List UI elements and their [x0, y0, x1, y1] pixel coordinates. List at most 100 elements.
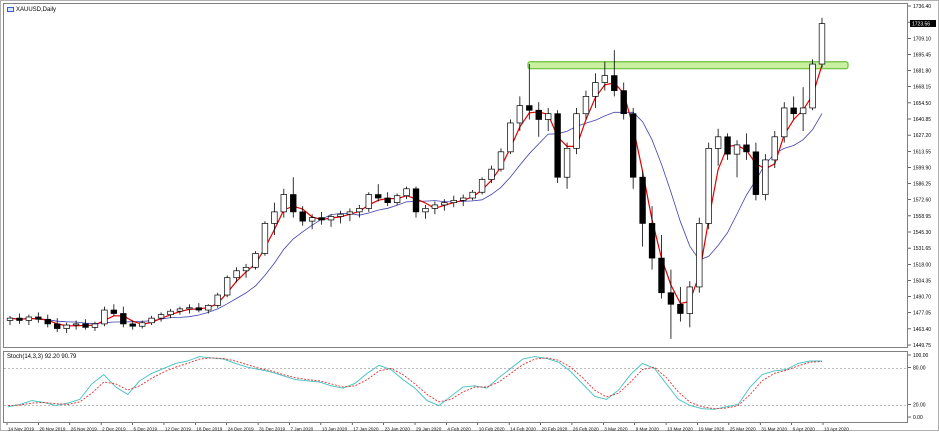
- candle-body: [176, 308, 184, 312]
- price-tick-label: 1640.85: [913, 117, 931, 123]
- candle: [44, 314, 51, 328]
- date-tick-label: 18 Dec 2019: [196, 427, 222, 432]
- candle-body: [72, 323, 80, 326]
- price-tick-label: 1558.95: [913, 214, 931, 220]
- price-tick-label: 1572.60: [913, 198, 931, 204]
- candle: [743, 133, 750, 160]
- candle: [762, 154, 769, 201]
- stochastic-chart[interactable]: [4, 352, 907, 422]
- candle: [696, 217, 703, 293]
- candle: [469, 189, 476, 201]
- date-tick-label: 20 Nov 2019: [39, 427, 65, 432]
- stochastic-axis: 100.00 80.00 20.00 0.00: [908, 353, 929, 421]
- candle-body: [620, 90, 627, 115]
- candle-body: [412, 188, 420, 213]
- candle-body: [460, 197, 467, 201]
- candle-body: [535, 109, 542, 120]
- candle: [223, 275, 231, 298]
- date-tick-label: 2 Dec 2019: [102, 427, 126, 432]
- candle: [790, 96, 797, 120]
- date-tick-label: 13 Apr 2020: [824, 427, 849, 432]
- stochastic-tick-label: 100.00: [913, 353, 929, 359]
- date-tick-label: 26 Feb 2020: [573, 427, 599, 432]
- candle: [535, 102, 542, 137]
- candle: [781, 102, 788, 143]
- candle-body: [431, 204, 439, 209]
- price-tick-label: 1613.55: [913, 149, 931, 155]
- stochastic-pane[interactable]: Stoch(14,3,3) 92.20 90.79: [3, 351, 908, 423]
- candle: [271, 202, 278, 235]
- candle-body: [337, 213, 344, 217]
- candle: [582, 90, 590, 120]
- candle: [35, 312, 42, 323]
- candle-body: [497, 151, 505, 170]
- candle-body: [422, 208, 429, 213]
- candle-body: [186, 307, 193, 310]
- candle-body: [271, 211, 278, 224]
- date-tick-label: 20 Feb 2020: [542, 427, 568, 432]
- price-tick-label: 1531.65: [913, 246, 931, 252]
- price-tick-label: 1490.70: [913, 295, 931, 301]
- date-tick-label: 26 Nov 2019: [71, 427, 97, 432]
- candle: [72, 320, 80, 330]
- candle: [545, 107, 552, 132]
- date-tick-label: 12 Dec 2019: [165, 427, 191, 432]
- candle-body: [6, 317, 14, 321]
- price-tick-label: 1518.00: [913, 262, 931, 268]
- candle-body: [35, 316, 42, 320]
- stochastic-tick-label: 0.00: [913, 415, 923, 421]
- stochastic-signal-line: [7, 357, 823, 410]
- price-tick-label: 1463.40: [913, 327, 931, 333]
- candle: [308, 214, 316, 230]
- candle: [422, 204, 429, 219]
- candle: [705, 142, 712, 230]
- price-chart-pane[interactable]: XAUUSD,Daily: [3, 3, 908, 348]
- candle: [554, 110, 561, 184]
- candle-body: [554, 113, 561, 178]
- candle: [290, 177, 297, 218]
- candle: [620, 82, 627, 120]
- resistance-zone: [527, 61, 849, 70]
- price-tick-label: 1599.90: [913, 165, 931, 171]
- candle: [6, 315, 14, 326]
- date-axis: 14 Nov 2019 20 Nov 2019 26 Nov 2019 2 Dec 2…: [6, 423, 849, 432]
- price-tick-label: 1449.75: [913, 343, 931, 348]
- candle-body: [365, 194, 372, 209]
- candle-body: [743, 144, 750, 153]
- candle-body: [110, 309, 118, 314]
- slow-moving-average: [9, 111, 823, 325]
- price-tick-label: 1695.45: [913, 52, 931, 58]
- candle-body: [403, 188, 410, 197]
- candle: [771, 131, 778, 168]
- candle: [403, 186, 410, 200]
- candle: [516, 96, 524, 132]
- candle-body: [205, 305, 212, 311]
- candle: [16, 313, 23, 324]
- candle-body: [63, 324, 70, 329]
- candle: [441, 199, 448, 211]
- candle-body: [507, 122, 514, 153]
- date-tick-label: 31 Dec 2019: [259, 427, 285, 432]
- price-tick-label: 1504.35: [913, 278, 931, 284]
- candle: [573, 107, 580, 155]
- candle: [261, 221, 269, 256]
- date-tick-label: 14 Nov 2019: [8, 427, 34, 432]
- candle-body: [82, 323, 89, 328]
- candle-body: [582, 96, 590, 115]
- current-price-label: 1723.56: [912, 21, 930, 27]
- date-tick-label: 14 Feb 2020: [510, 427, 536, 432]
- price-chart[interactable]: [4, 4, 907, 347]
- price-tick-label: 1586.25: [913, 182, 931, 188]
- candle-body: [214, 294, 221, 306]
- candle-body: [148, 317, 155, 324]
- candle-body: [526, 105, 533, 111]
- candle-body: [120, 313, 127, 325]
- candle-body: [658, 257, 665, 294]
- candle: [488, 165, 495, 184]
- candle-body: [629, 113, 637, 178]
- candle: [393, 193, 401, 205]
- candle: [450, 195, 457, 208]
- candle: [507, 119, 514, 155]
- candle-body: [714, 136, 722, 149]
